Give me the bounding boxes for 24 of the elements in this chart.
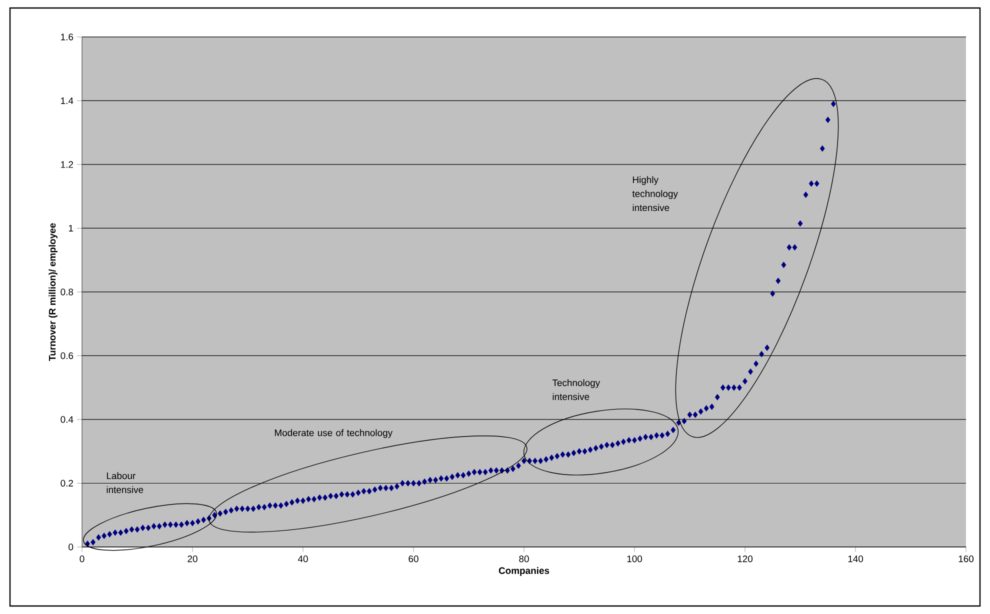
x-tick-label: 120	[738, 556, 753, 562]
x-tick-label: 60	[408, 556, 418, 562]
x-tick-label: 140	[848, 556, 864, 562]
y-tick-label: 0.6	[60, 352, 74, 360]
annotation: Highly technology intensive	[632, 176, 678, 212]
x-tick-label: 20	[188, 556, 198, 562]
x-tick-label: 100	[627, 556, 642, 562]
x-axis-title: Companies	[498, 567, 550, 576]
y-tick-label: 1.6	[61, 34, 74, 40]
x-tick-label: 0	[80, 556, 84, 562]
x-tick-label: 40	[298, 556, 308, 562]
y-tick-label: 1	[68, 224, 74, 232]
y-tick-label: 0.2	[60, 480, 74, 487]
annotation: Moderate use of technology	[274, 429, 393, 438]
y-tick-label: 0.8	[60, 288, 74, 296]
y-axis-title: Turnover (R million)/ employee	[48, 223, 58, 361]
y-tick-label: 1.4	[61, 97, 74, 104]
y-tick-label: 1.2	[61, 161, 74, 168]
annotation: Technology intensive	[552, 379, 600, 400]
annotation: Labour intensive	[106, 472, 144, 494]
y-tick-label: 0	[68, 544, 74, 550]
y-tick-label: 0.4	[60, 416, 74, 423]
x-tick-label: 80	[519, 556, 529, 562]
x-tick-label: 160	[958, 556, 974, 562]
